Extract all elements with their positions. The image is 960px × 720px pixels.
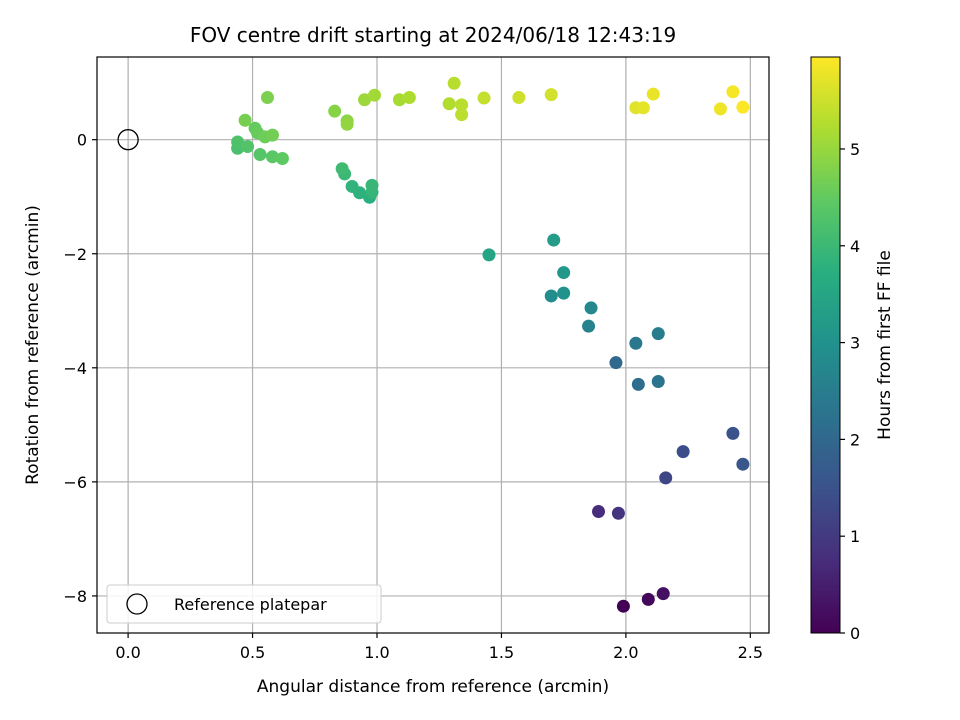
data-point — [726, 426, 740, 440]
reference-platepar-marker — [117, 129, 139, 151]
data-point — [616, 599, 630, 613]
x-tick-label: 1.5 — [489, 643, 514, 662]
data-point — [609, 356, 623, 370]
data-point — [611, 506, 625, 520]
grid-lines — [97, 57, 769, 633]
y-tick-label: −2 — [63, 245, 87, 264]
data-point — [265, 150, 279, 164]
data-point — [231, 135, 245, 149]
x-tick-label: 1.0 — [364, 643, 389, 662]
data-point — [659, 471, 673, 485]
x-axis-ticks: 0.0 0.5 1.0 1.5 2.0 2.5 — [115, 633, 763, 662]
y-tick-label: −4 — [63, 359, 87, 378]
data-point — [368, 88, 382, 102]
colorbar-tick-label: 3 — [850, 334, 860, 353]
data-point — [328, 104, 342, 118]
data-point — [340, 117, 354, 131]
x-axis-label: Angular distance from reference (arcmin) — [257, 677, 609, 697]
colorbar-tick-label: 0 — [850, 624, 860, 643]
data-points — [117, 76, 750, 613]
y-axis-ticks: 0 −2 −4 −6 −8 — [63, 131, 97, 606]
colorbar-tick-label: 4 — [850, 237, 860, 256]
data-point — [713, 102, 727, 116]
colorbar-tick-label: 1 — [850, 527, 860, 546]
data-point — [392, 93, 406, 107]
data-point — [557, 286, 571, 300]
data-point — [584, 301, 598, 315]
data-point — [358, 93, 372, 107]
x-tick-label: 0.5 — [240, 643, 265, 662]
data-point — [651, 327, 665, 341]
plot-frame — [96, 56, 770, 634]
data-point — [402, 90, 416, 104]
data-point — [547, 233, 561, 247]
colorbar-tick-label: 5 — [850, 140, 860, 159]
y-tick-label: −6 — [63, 473, 87, 492]
data-point — [442, 97, 456, 111]
legend-marker-reference — [126, 593, 148, 615]
colorbar-label: Hours from first FF file — [875, 250, 895, 440]
data-point — [335, 162, 349, 176]
data-point — [275, 152, 289, 166]
data-point — [241, 140, 255, 154]
colorbar: 0 1 2 3 4 5 Hours from first FF file — [810, 56, 895, 643]
x-tick-label: 2.5 — [738, 643, 763, 662]
data-point — [636, 101, 650, 115]
data-point — [557, 266, 571, 280]
data-point — [365, 178, 379, 192]
data-point — [260, 90, 274, 104]
data-point — [447, 76, 461, 90]
data-point — [676, 445, 690, 459]
x-tick-label: 0.0 — [115, 643, 140, 662]
legend-box — [106, 584, 382, 624]
colorbar-gradient — [810, 56, 841, 634]
data-point — [544, 88, 558, 102]
data-point — [646, 87, 660, 101]
data-point — [265, 128, 279, 142]
x-tick-label: 2.0 — [613, 643, 638, 662]
data-point — [477, 91, 491, 105]
data-point — [345, 179, 359, 193]
legend-label-reference: Reference platepar — [174, 595, 327, 614]
y-tick-label: 0 — [77, 131, 87, 150]
data-point — [641, 592, 655, 606]
data-point — [512, 90, 526, 104]
data-point — [455, 108, 469, 122]
chart-title: FOV centre drift starting at 2024/06/18 … — [190, 23, 676, 47]
colorbar-tick-label: 2 — [850, 430, 860, 449]
legend: Reference platepar — [106, 584, 382, 624]
y-tick-label: −8 — [63, 587, 87, 606]
data-point — [726, 85, 740, 99]
data-point — [238, 113, 252, 127]
y-axis-label: Rotation from reference (arcmin) — [23, 205, 43, 485]
data-point — [455, 98, 469, 112]
data-point — [592, 505, 606, 519]
data-point — [651, 374, 665, 388]
data-point — [736, 100, 750, 114]
data-point — [629, 336, 643, 350]
colorbar-ticks: 0 1 2 3 4 5 — [840, 140, 860, 643]
data-point — [631, 377, 645, 391]
data-point — [736, 457, 750, 471]
data-point — [253, 148, 267, 162]
data-point — [656, 587, 670, 601]
data-point — [482, 248, 496, 262]
data-point — [582, 319, 596, 333]
data-point — [544, 289, 558, 303]
